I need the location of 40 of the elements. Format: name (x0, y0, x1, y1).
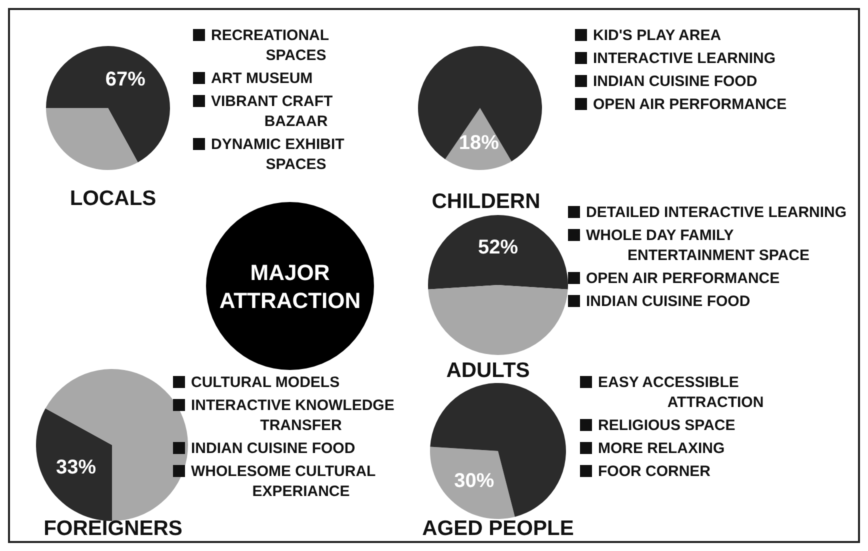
pie-slice (418, 46, 542, 162)
text: EASY ACCESSIBLE ATTRACTION (598, 374, 764, 411)
pie-slice (428, 215, 568, 290)
data-label: 18% (458, 132, 500, 154)
text: INTERACTIVE KNOWLEDGE TRANSFER (191, 397, 394, 434)
pie-slice (428, 285, 568, 355)
text: FOOR CORNER (598, 463, 711, 480)
data-label: 33% (56, 456, 96, 478)
text: OPEN AIR PERFORMANCE (586, 270, 780, 287)
data-label: 52% (478, 236, 518, 258)
text: WHOLESOME CULTURAL EXPERIANCE (191, 463, 376, 500)
text: VIBRANT CRAFT BAZAAR (211, 93, 333, 130)
text: OPEN AIR PERFORMANCE (593, 96, 787, 113)
text: INDIAN CUISINE FOOD (593, 73, 758, 90)
text: ART MUSEUM (211, 70, 313, 87)
pie-slice (45, 369, 188, 521)
data-label: 67% (105, 68, 146, 91)
data-label: 30% (454, 470, 494, 492)
text: FOREIGNERS (44, 517, 182, 540)
pie-slice (46, 46, 170, 162)
pie-slice (36, 408, 112, 521)
text: RELIGIOUS SPACE (598, 417, 736, 434)
text: LOCALS (70, 187, 156, 210)
text: KID'S PLAY AREA (593, 27, 722, 44)
text: CHILDERN (432, 190, 540, 213)
text: INDIAN CUISINE FOOD (191, 440, 356, 457)
text: MAJOR ATTRACTION (219, 260, 361, 313)
text: AGED PEOPLE (422, 517, 574, 540)
text: MORE RELAXING (598, 440, 725, 457)
pie-slice (46, 108, 138, 170)
text: DYNAMIC EXHIBIT SPACES (211, 136, 344, 173)
text: DETAILED INTERACTIVE LEARNING (586, 204, 847, 221)
text: ADULTS (446, 359, 530, 382)
pie-slice (430, 383, 566, 517)
text: RECREATIONAL SPACES (211, 27, 330, 64)
text: INDIAN CUISINE FOOD (586, 293, 750, 310)
text: WHOLE DAY FAMILY ENTERTAINMENT SPACE (586, 227, 810, 264)
text: CULTURAL MODELS (191, 374, 340, 391)
text: INTERACTIVE LEARNING (593, 50, 776, 67)
pie-slice (430, 446, 515, 519)
